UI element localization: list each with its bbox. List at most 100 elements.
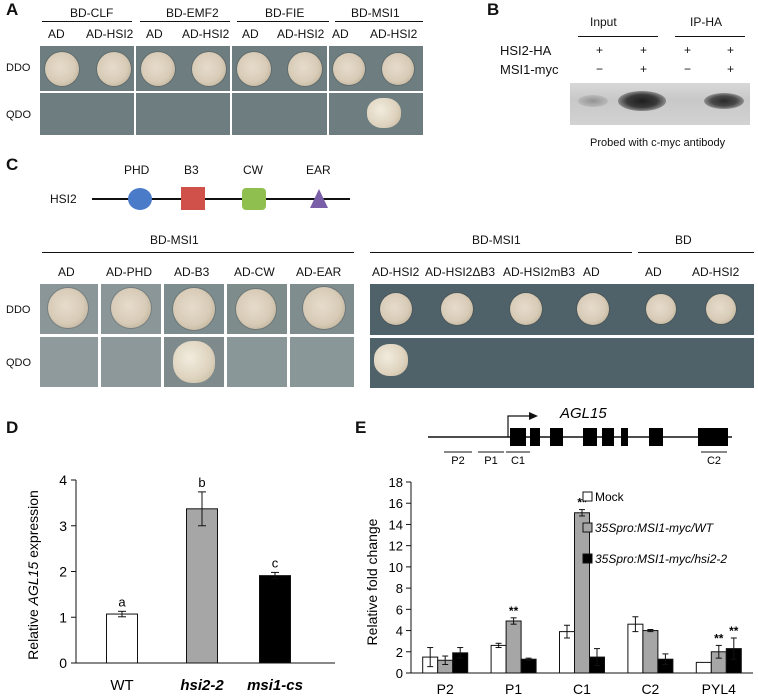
bar	[505, 620, 522, 674]
yeast-colony	[333, 53, 365, 85]
lane-label: AD	[583, 265, 600, 279]
y-axis-label: Relative fold change	[364, 518, 380, 645]
yeast-colony	[441, 293, 473, 325]
bar	[490, 644, 507, 674]
ear-domain-icon	[310, 189, 328, 208]
b3-domain-icon	[181, 187, 205, 210]
x-tick-label: hsi2-2	[180, 677, 224, 694]
lane-label: AD	[146, 27, 163, 41]
yeast-colony-growth	[367, 98, 401, 128]
sign: +	[727, 62, 735, 76]
lane-label: AD-HSI2	[692, 265, 740, 279]
blot-band	[704, 93, 744, 109]
region-label: C2	[707, 455, 721, 465]
legend-swatch	[582, 522, 593, 533]
lane-label: AD	[645, 265, 662, 279]
yeast-colony	[97, 52, 131, 86]
gene-diagram: AGL15 P2 P1 C1 C2	[428, 405, 732, 465]
panel-label-e: E	[355, 418, 367, 437]
lane-label: AD-HSI2mB3	[503, 265, 576, 279]
yeast-colony	[111, 288, 151, 328]
chart-d: Relative AGL15 expression 0 1 2 3 4 a WT b hsi2…	[25, 472, 335, 694]
significance-letter: b	[198, 475, 205, 490]
plate-ddo-right	[370, 284, 754, 335]
lane-label: AD	[48, 27, 65, 41]
lane-label: AD-CW	[234, 265, 275, 279]
legend-label: 35Spro:MSI1-myc/WT	[595, 521, 715, 535]
bait-label-emf2: BD-EMF2	[166, 6, 219, 20]
domain-label-cw: CW	[243, 163, 263, 177]
yeast-colony	[45, 52, 79, 86]
yeast-colony-growth	[173, 341, 215, 383]
domain-label-b3: B3	[184, 163, 199, 177]
bait-label-mid: BD-MSI1	[472, 233, 521, 247]
exon	[530, 428, 540, 446]
yeast-colony	[173, 288, 215, 330]
cw-domain-icon	[242, 188, 266, 210]
y-tick-label: 18	[389, 475, 403, 490]
bar	[106, 613, 138, 664]
bar	[259, 575, 291, 664]
x-tick-label: msi1-cs	[247, 677, 303, 694]
x-tick-label: P2	[437, 681, 454, 697]
y-tick-label: 1	[59, 609, 67, 625]
y-tick-label: 4	[396, 624, 403, 639]
exon	[602, 428, 614, 446]
x-tick-label: C1	[573, 681, 591, 697]
row-label-qdo: QDO	[6, 357, 32, 369]
protein-label: HSI2	[50, 192, 77, 206]
region-label: C1	[511, 455, 525, 465]
significance-mark: **	[577, 496, 587, 510]
bait-label-clf: BD-CLF	[70, 6, 114, 20]
y-tick-label: 0	[59, 655, 67, 671]
bait-label-fie: BD-FIE	[265, 6, 305, 20]
significance-mark: **	[509, 604, 519, 618]
x-tick-label: P1	[505, 681, 522, 697]
bait-label-msi1: BD-MSI1	[351, 6, 400, 20]
lane-label: AD-HSI2	[372, 265, 420, 279]
yeast-colony	[510, 293, 542, 325]
yeast-colony	[646, 294, 676, 324]
sign: −	[596, 62, 604, 76]
legend-swatch	[582, 491, 593, 502]
chart-e: Relative fold change 0 2 4 6 8 10 12 14 16 18 P2 *…	[364, 475, 753, 697]
panel-label-d: D	[6, 418, 19, 437]
sign: +	[596, 43, 604, 57]
bar	[186, 508, 218, 664]
lane-label: AD	[332, 27, 349, 41]
sign: +	[727, 43, 735, 57]
y-tick-label: 16	[389, 496, 403, 511]
gene-label: AGL15	[559, 405, 607, 422]
yeast-colony	[192, 52, 226, 86]
yeast-colony	[577, 293, 609, 325]
y-tick-label: 3	[59, 518, 67, 534]
bait-label-right: BD	[675, 233, 692, 247]
y-tick-label: 2	[396, 645, 403, 660]
sign: +	[640, 62, 648, 76]
bar	[520, 658, 537, 674]
plate-qdo-right	[370, 338, 754, 388]
row-label-ddo: DDO	[6, 304, 31, 316]
protein-backbone	[92, 198, 350, 200]
y-tick-label: 8	[396, 581, 403, 596]
lane-label: AD-B3	[174, 265, 210, 279]
yeast-colony	[237, 52, 271, 86]
sign: +	[684, 43, 692, 57]
sign: −	[684, 62, 692, 76]
lane-label: AD	[58, 265, 75, 279]
significance-letter: a	[118, 594, 126, 609]
yeast-colony-growth	[374, 344, 408, 376]
panel-label-b: B	[487, 0, 500, 19]
y-tick-label: 12	[389, 539, 403, 554]
domain-label-ear: EAR	[306, 163, 331, 177]
row-label-msi1-myc: MSI1-myc	[500, 62, 559, 77]
row-label-hsi2-ha: HSI2-HA	[500, 43, 552, 58]
x-tick-label: C2	[641, 681, 659, 697]
lane-label: AD-HSI2	[182, 27, 230, 41]
panel-label-c: C	[6, 155, 19, 174]
exon	[649, 428, 663, 446]
y-tick-label: 2	[59, 564, 67, 580]
y-tick-label: 4	[59, 472, 67, 488]
sign: +	[640, 43, 648, 57]
y-tick-label: 6	[396, 602, 403, 617]
